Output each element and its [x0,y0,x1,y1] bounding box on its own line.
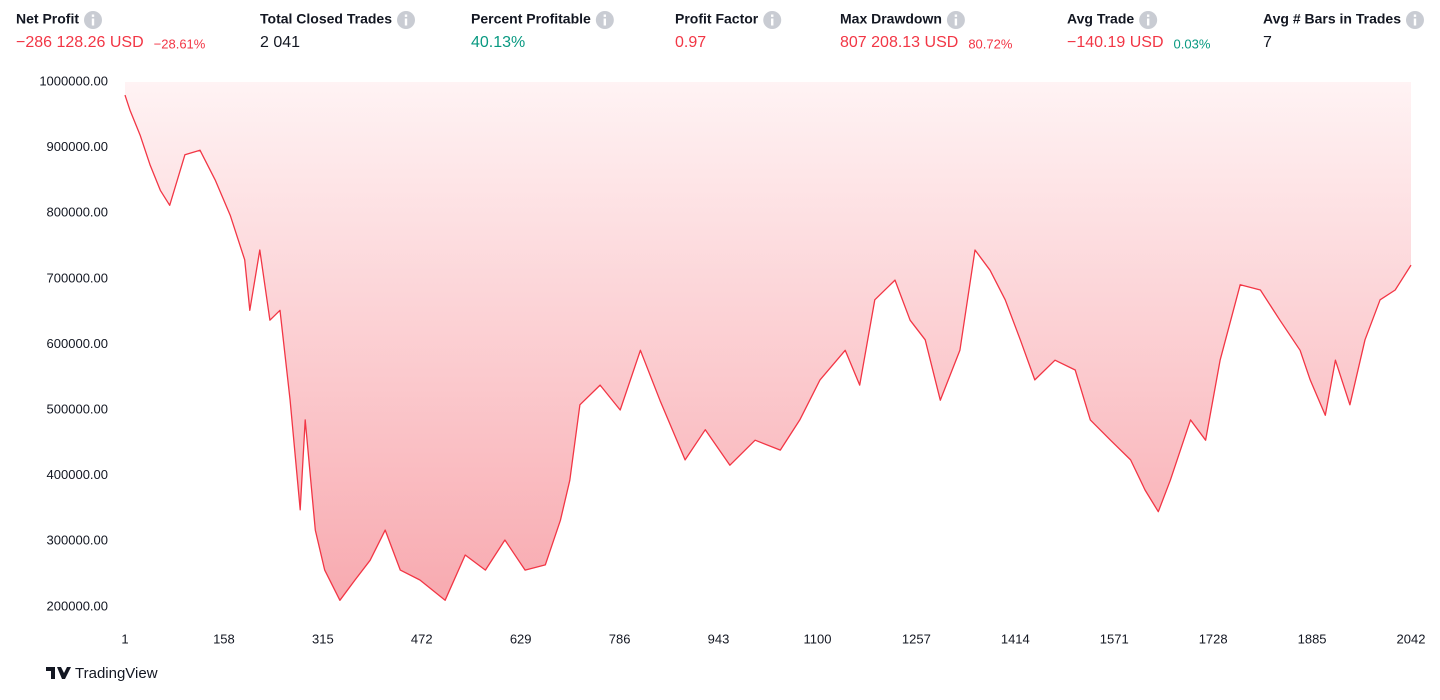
y-tick-label: 700000.00 [47,270,108,285]
y-tick-label: 900000.00 [47,139,108,154]
info-bar [1146,18,1150,26]
stat-sub: 80.72% [968,36,1013,51]
x-tick-label: 1 [121,631,128,646]
info-icon[interactable] [397,11,415,29]
y-tick-label: 1000000.00 [39,73,108,88]
stat-label: Profit Factor [675,11,759,27]
plot: 1000000.00 900000.00 800000.00 700000.00 600… [39,73,1425,646]
info-bar [1413,18,1417,26]
x-tick-label: 2042 [1397,631,1426,646]
stat-sub: −28.61% [154,36,206,51]
stat-value: 2 041 [260,34,300,51]
stat: Avg # Bars in Trades 7 [1263,11,1424,51]
brand-logo [46,667,71,679]
stat: Max Drawdown 807 208.13 USD 80.72% [840,11,1013,52]
x-tick-label: 1257 [902,631,931,646]
info-bar [954,18,958,26]
x-tick-label: 1414 [1001,631,1030,646]
info-dot [1413,14,1417,17]
x-tick-label: 1571 [1100,631,1129,646]
x-tick-label: 1885 [1298,631,1327,646]
y-tick-label: 200000.00 [47,598,108,613]
stat-label: Total Closed Trades [260,11,392,27]
stat-label: Max Drawdown [840,11,942,27]
stat-sub: 0.03% [1174,36,1211,51]
info-dot [91,14,95,17]
y-tick-label: 600000.00 [47,336,108,351]
stat-value: 807 208.13 USD [840,34,958,51]
stats-bar: Net Profit −286 128.26 USD −28.61% Total Cl… [16,11,1424,52]
y-tick-label: 800000.00 [47,205,108,220]
stat-label: Percent Profitable [471,11,591,27]
info-icon[interactable] [84,11,102,29]
info-dot [1146,14,1150,17]
info-dot [404,14,408,17]
x-tick-label: 629 [510,631,532,646]
info-bar [404,18,408,26]
stat-value: 0.97 [675,34,706,51]
x-tick-label: 943 [708,631,730,646]
x-tick-label: 786 [609,631,631,646]
stat: Profit Factor 0.97 [675,11,782,51]
stat: Percent Profitable 40.13% [471,11,614,51]
info-icon[interactable] [595,11,614,29]
x-tick-label: 472 [411,631,433,646]
info-icon[interactable] [1139,11,1158,29]
equity-line [124,94,1412,601]
stat: Avg Trade −140.19 USD 0.03% [1067,11,1211,52]
y-tick-label: 300000.00 [47,533,108,548]
stat-label: Avg # Bars in Trades [1263,11,1401,27]
x-tick-label: 158 [213,631,235,646]
brand-name: TradingView [75,665,158,682]
stat-label: Net Profit [16,11,79,27]
y-tick-label: 400000.00 [47,467,108,482]
stat-value: 40.13% [471,34,525,51]
info-bar [91,18,95,26]
y-tick-label: 500000.00 [47,401,108,416]
stat-label: Avg Trade [1067,11,1134,27]
equity-area [125,82,1411,601]
stat-value: 7 [1263,34,1272,51]
info-bar [603,18,607,26]
info-icon[interactable] [946,11,965,29]
info-icon[interactable] [763,11,782,29]
info-dot [771,14,774,17]
stat: Net Profit −286 128.26 USD −28.61% [16,11,206,52]
stat-value: −140.19 USD [1067,34,1164,51]
stat-value: −286 128.26 USD [16,34,144,51]
info-bar [771,18,774,26]
info-dot [603,14,607,17]
x-tick-label: 1100 [803,631,831,646]
info-dot [954,14,958,17]
x-tick-label: 315 [312,631,334,646]
stat: Total Closed Trades 2 041 [260,11,415,51]
info-icon[interactable] [1405,11,1424,29]
x-tick-label: 1728 [1199,631,1228,646]
